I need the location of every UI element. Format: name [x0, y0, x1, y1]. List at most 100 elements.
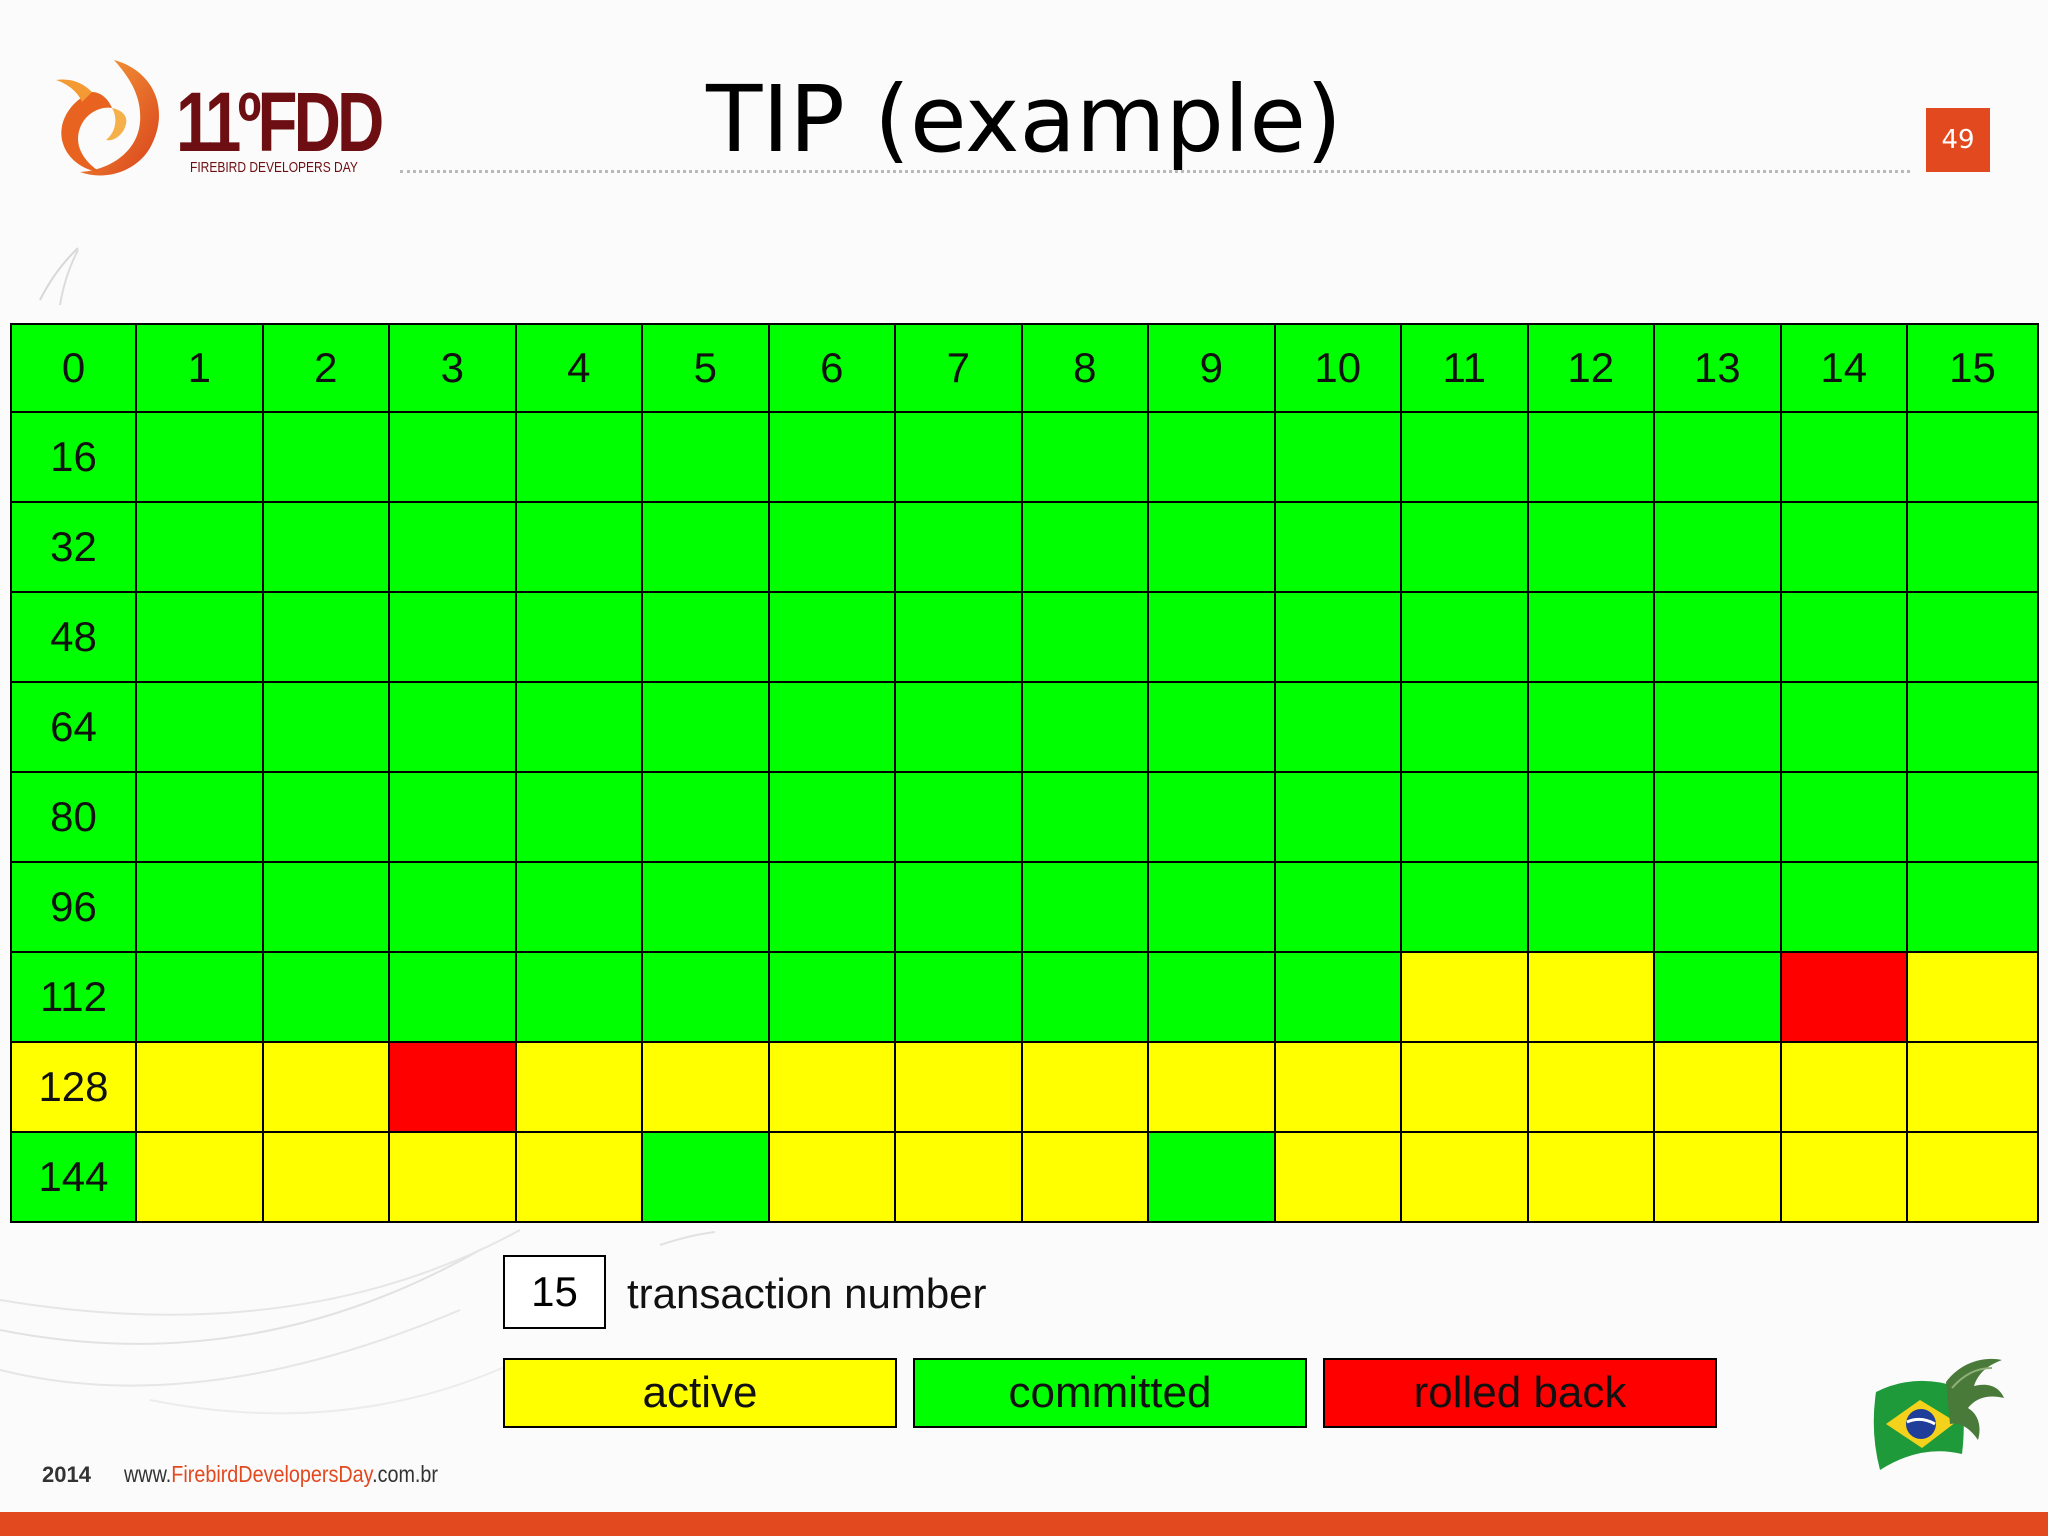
transaction-cell — [1781, 683, 1908, 773]
transaction-cell — [1908, 413, 2039, 503]
transaction-cell — [1022, 1043, 1149, 1133]
phoenix-logo-icon — [56, 60, 160, 176]
transaction-cell — [1655, 863, 1782, 953]
transaction-cell — [1149, 773, 1276, 863]
transaction-cell — [1655, 1133, 1782, 1223]
transaction-cell — [1781, 863, 1908, 953]
transaction-cell — [896, 503, 1023, 593]
transaction-cell — [390, 503, 517, 593]
transaction-cell — [263, 1043, 390, 1133]
transaction-cell — [390, 953, 517, 1043]
transaction-cell — [1908, 1133, 2039, 1223]
transaction-cell — [263, 683, 390, 773]
transaction-cell — [1528, 773, 1655, 863]
column-label: 7 — [896, 323, 1023, 413]
transaction-cell — [1528, 863, 1655, 953]
transaction-cell — [1275, 413, 1402, 503]
transaction-cell — [1022, 683, 1149, 773]
row-label: 64 — [10, 683, 137, 773]
row-label: 144 — [10, 1133, 137, 1223]
column-label: 9 — [1149, 323, 1276, 413]
transaction-cell — [390, 1133, 517, 1223]
transaction-cell — [1022, 953, 1149, 1043]
transaction-cell — [1275, 773, 1402, 863]
transaction-cell — [137, 1133, 264, 1223]
slide-title-text: TIP (example) — [706, 66, 1342, 173]
transaction-cell — [896, 683, 1023, 773]
transaction-cell — [1781, 503, 1908, 593]
brazil-flag-phoenix-icon — [1873, 1358, 2004, 1470]
legend-committed-label: committed — [1008, 1368, 1212, 1417]
transaction-number-example: 15 — [503, 1255, 606, 1329]
transaction-cell — [1528, 1133, 1655, 1223]
transaction-cell — [1149, 413, 1276, 503]
transaction-cell — [769, 1133, 896, 1223]
transaction-cell — [1149, 953, 1276, 1043]
transaction-cell — [643, 413, 770, 503]
row-label: 0 — [10, 323, 137, 413]
grid-row: 112 — [10, 953, 2039, 1043]
transaction-cell — [1655, 953, 1782, 1043]
column-label: 14 — [1781, 323, 1908, 413]
transaction-cell — [896, 953, 1023, 1043]
transaction-cell — [1528, 683, 1655, 773]
row-label: 16 — [10, 413, 137, 503]
transaction-cell — [1149, 593, 1276, 683]
column-label: 5 — [643, 323, 770, 413]
column-label: 6 — [769, 323, 896, 413]
footer-url-suffix: .com.br — [372, 1461, 439, 1487]
column-label: 3 — [390, 323, 517, 413]
transaction-cell — [1655, 773, 1782, 863]
transaction-cell — [263, 773, 390, 863]
transaction-cell — [1275, 953, 1402, 1043]
transaction-cell — [769, 503, 896, 593]
grid-row: 144 — [10, 1133, 2039, 1223]
transaction-cell — [1402, 863, 1529, 953]
grid-row: 128 — [10, 1043, 2039, 1133]
transaction-cell — [516, 503, 643, 593]
transaction-cell — [1908, 863, 2039, 953]
transaction-cell — [516, 1043, 643, 1133]
footer-year: 2014 — [42, 1462, 91, 1487]
logo-subtitle: FIREBIRD DEVELOPERS DAY — [190, 159, 358, 176]
footer-bar — [0, 1512, 2048, 1536]
transaction-cell — [643, 863, 770, 953]
transaction-cell — [896, 863, 1023, 953]
column-label: 15 — [1908, 323, 2039, 413]
transaction-cell — [769, 683, 896, 773]
transaction-cell — [1655, 1043, 1782, 1133]
transaction-cell — [516, 413, 643, 503]
transaction-cell — [137, 863, 264, 953]
transaction-cell — [1655, 503, 1782, 593]
transaction-cell — [1022, 413, 1149, 503]
transaction-cell — [1022, 863, 1149, 953]
transaction-cell — [516, 953, 643, 1043]
transaction-cell — [1275, 1133, 1402, 1223]
row-label: 112 — [10, 953, 137, 1043]
transaction-cell — [263, 1133, 390, 1223]
transaction-cell — [1528, 1043, 1655, 1133]
transaction-cell — [1528, 953, 1655, 1043]
footer-url[interactable]: www.FirebirdDevelopersDay.com.br — [124, 1461, 438, 1488]
transaction-cell — [1528, 503, 1655, 593]
legend-committed: committed — [913, 1358, 1307, 1428]
column-label: 12 — [1528, 323, 1655, 413]
transaction-cell — [516, 593, 643, 683]
transaction-cell — [1149, 503, 1276, 593]
transaction-cell — [1275, 1043, 1402, 1133]
column-label: 2 — [263, 323, 390, 413]
transaction-cell — [896, 1043, 1023, 1133]
transaction-cell — [643, 1133, 770, 1223]
transaction-cell — [769, 953, 896, 1043]
transaction-cell — [1402, 593, 1529, 683]
transaction-cell — [137, 413, 264, 503]
transaction-cell — [1402, 503, 1529, 593]
transaction-cell — [1022, 503, 1149, 593]
legend-active: active — [503, 1358, 897, 1428]
transaction-cell — [516, 1133, 643, 1223]
transaction-cell — [769, 593, 896, 683]
row-label: 80 — [10, 773, 137, 863]
column-label: 11 — [1402, 323, 1529, 413]
